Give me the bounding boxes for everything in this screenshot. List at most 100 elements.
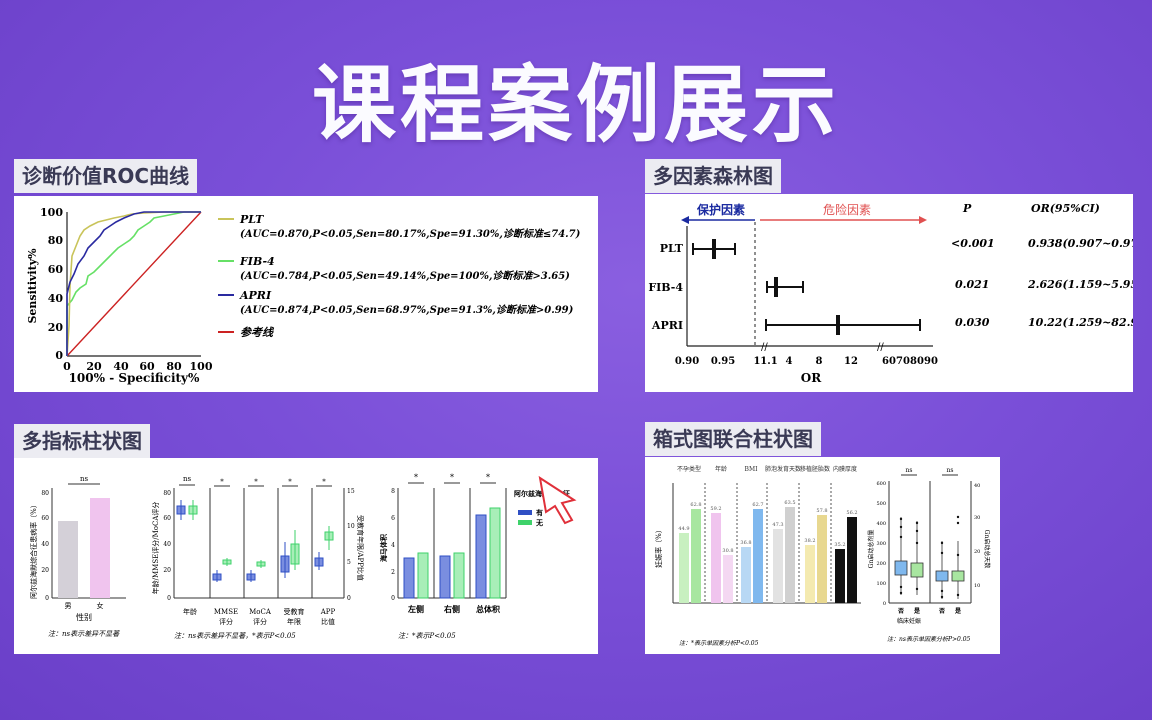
bar-female bbox=[90, 498, 110, 598]
gn-dose-boxplot: Gn启动总剂量 Gn启动总天数 600 500 400 300 200 100 … bbox=[867, 467, 991, 643]
chart2-ytick: 80 bbox=[163, 490, 171, 497]
chart2-category: 受教育 bbox=[284, 607, 305, 616]
chart1-sig: ns bbox=[80, 475, 89, 483]
bars-figure: 阿尔兹海默综合征患病率（%） 80 60 40 20 0 ns 男 女 性别 注… bbox=[29, 473, 577, 640]
bar-value-label: 56.2 bbox=[846, 510, 857, 516]
forest-xtick: 80 bbox=[910, 356, 924, 367]
forest-or-header: OR(95%CI) bbox=[1031, 202, 1100, 215]
chart1-category: 男 bbox=[65, 602, 72, 610]
bar-value-label: 35.2 bbox=[834, 542, 845, 548]
chart2-ytick: 60 bbox=[163, 515, 171, 522]
chart1-note: 注：ns表示差异不显著 bbox=[48, 630, 120, 638]
chart2-sig: ns bbox=[183, 475, 192, 483]
roc-curve-apri bbox=[66, 211, 201, 356]
box-group-label: 肺泡发育天数 bbox=[765, 465, 801, 473]
slide-title: 课程案例展示 bbox=[311, 56, 840, 154]
box-right-sig: ns bbox=[906, 467, 913, 474]
chart2-category: 比值 bbox=[321, 617, 335, 626]
chart3-ytick: 0 bbox=[391, 595, 395, 602]
box-group-label: BMI bbox=[745, 466, 759, 473]
forest-plot: 保护因素 危险因素 P OR(95%CI) // // PLT FIB-4 AP… bbox=[648, 202, 1152, 385]
chart2-ytick: 0 bbox=[167, 595, 171, 602]
forest-row-label: APRI bbox=[651, 319, 683, 332]
chart3-category: 左侧 bbox=[407, 604, 424, 614]
forest-risk-label: 危险因素 bbox=[823, 202, 871, 217]
chart3-note: 注：*表示P<0.05 bbox=[398, 632, 456, 640]
box-right-ytick: 0 bbox=[883, 601, 886, 607]
box-right-ytick: 100 bbox=[876, 581, 886, 587]
chart2-category: 年限 bbox=[287, 617, 301, 626]
chart2-sig: * bbox=[288, 478, 292, 486]
chart1-ytick: 40 bbox=[41, 541, 49, 548]
roc-ytick: 100 bbox=[40, 206, 63, 219]
roc-ylabel: Sensitivity% bbox=[26, 248, 39, 324]
box-figure: 妊娠率（%） 不孕类型 年龄 BMI 肺泡发育天数 移植胚胎数 内膜厚度 bbox=[654, 465, 991, 647]
chart2-category: 评分 bbox=[253, 617, 267, 626]
chart1-ytick: 60 bbox=[41, 515, 49, 522]
chart1-category: 女 bbox=[97, 601, 104, 610]
box-right-category: 否 bbox=[939, 607, 945, 615]
box-right-ytick: 200 bbox=[876, 561, 886, 567]
chart2-category: MMSE bbox=[214, 608, 238, 616]
chart2-category: APP bbox=[320, 608, 336, 616]
box-group-label: 不孕类型 bbox=[677, 465, 701, 473]
chart1-ytick: 20 bbox=[41, 567, 49, 574]
forest-panel: 保护因素 危险因素 P OR(95%CI) // // PLT FIB-4 AP… bbox=[645, 194, 1152, 392]
box-group-label: 移植胚胎数 bbox=[800, 465, 830, 473]
bar-value-label: 57.8 bbox=[816, 508, 827, 514]
bar-value-label: 47.3 bbox=[772, 522, 783, 528]
box-right-sig: ns bbox=[947, 467, 954, 474]
chart2-ytick2: 5 bbox=[347, 559, 351, 566]
chart2-sig: * bbox=[254, 478, 258, 486]
box-left-ylabel: 妊娠率（%） bbox=[654, 526, 663, 568]
chart3-ytick: 8 bbox=[391, 488, 395, 495]
forest-xtick: 1.1 bbox=[760, 356, 777, 367]
roc-xtick: 80 bbox=[166, 360, 182, 373]
roc-chart: Sensitivity% 100% - Specificity% 100 80 … bbox=[26, 206, 581, 385]
bar-value-label: 38.2 bbox=[804, 538, 815, 544]
section-label-bars: 多指标柱状图 bbox=[14, 424, 150, 458]
forest-p-value: 0.030 bbox=[955, 316, 990, 329]
section-label-forest: 多因素森林图 bbox=[645, 159, 781, 193]
roc-panel: Sensitivity% 100% - Specificity% 100 80 … bbox=[14, 196, 598, 392]
legend-detail: (AUC=0.870,P<0.05,Sen=80.17%,Spe=91.30%,… bbox=[240, 228, 581, 240]
chart3-ytick: 2 bbox=[391, 569, 395, 576]
forest-xtick: 12 bbox=[844, 356, 858, 367]
chart1-xlabel: 性别 bbox=[76, 612, 92, 622]
forest-xtick: 0.95 bbox=[711, 356, 735, 367]
roc-ytick: 20 bbox=[48, 321, 64, 334]
roc-xtick: 20 bbox=[86, 360, 102, 373]
bar-value-label: 62.8 bbox=[690, 502, 701, 508]
roc-legend: PLT (AUC=0.870,P<0.05,Sen=80.17%,Spe=91.… bbox=[218, 213, 581, 339]
bar-chart-hippocampus: 海马体积 8 6 4 2 0 * bbox=[379, 473, 570, 640]
forest-p-value: <0.001 bbox=[951, 237, 995, 250]
forest-xtick: 4 bbox=[786, 356, 793, 367]
chart1-ylabel: 阿尔兹海默综合征患病率（%） bbox=[29, 501, 38, 599]
forest-estimates bbox=[692, 239, 921, 335]
forest-p-header: P bbox=[962, 202, 972, 215]
box-right-ytick2: 10 bbox=[974, 583, 980, 589]
chart3-ylabel: 海马体积 bbox=[379, 534, 388, 562]
forest-xtick: 60 bbox=[882, 356, 896, 367]
forest-row-label: PLT bbox=[660, 242, 684, 255]
box-right-ytick: 600 bbox=[876, 481, 886, 487]
roc-xtick: 100 bbox=[190, 360, 213, 373]
chart2-ytick: 20 bbox=[163, 567, 171, 574]
box-right-note: 注：ns表示单因素分析P>0.05 bbox=[887, 635, 971, 643]
chart2-ylabel: 年龄/MMSE评分/MoCA评分 bbox=[151, 502, 160, 595]
bar-value-label: 44.9 bbox=[678, 526, 689, 532]
legend-name: 参考线 bbox=[240, 326, 275, 339]
bar-male bbox=[58, 521, 78, 598]
forest-xlabel: OR bbox=[801, 371, 822, 385]
mouse-pointer-icon bbox=[538, 475, 577, 525]
box-right-ytick2: 30 bbox=[974, 515, 980, 521]
roc-xtick: 60 bbox=[139, 360, 155, 373]
bar-value-label: 63.5 bbox=[784, 500, 795, 506]
forest-protect-label: 保护因素 bbox=[696, 202, 745, 217]
roc-xlabel: 100% - Specificity% bbox=[69, 371, 200, 385]
chart3-ytick: 6 bbox=[391, 515, 395, 522]
roc-reference-line bbox=[66, 211, 202, 357]
section-label-box: 箱式图联合柱状图 bbox=[645, 422, 821, 456]
chart3-sig: * bbox=[450, 473, 454, 482]
chart2-ytick2: 0 bbox=[347, 595, 351, 602]
